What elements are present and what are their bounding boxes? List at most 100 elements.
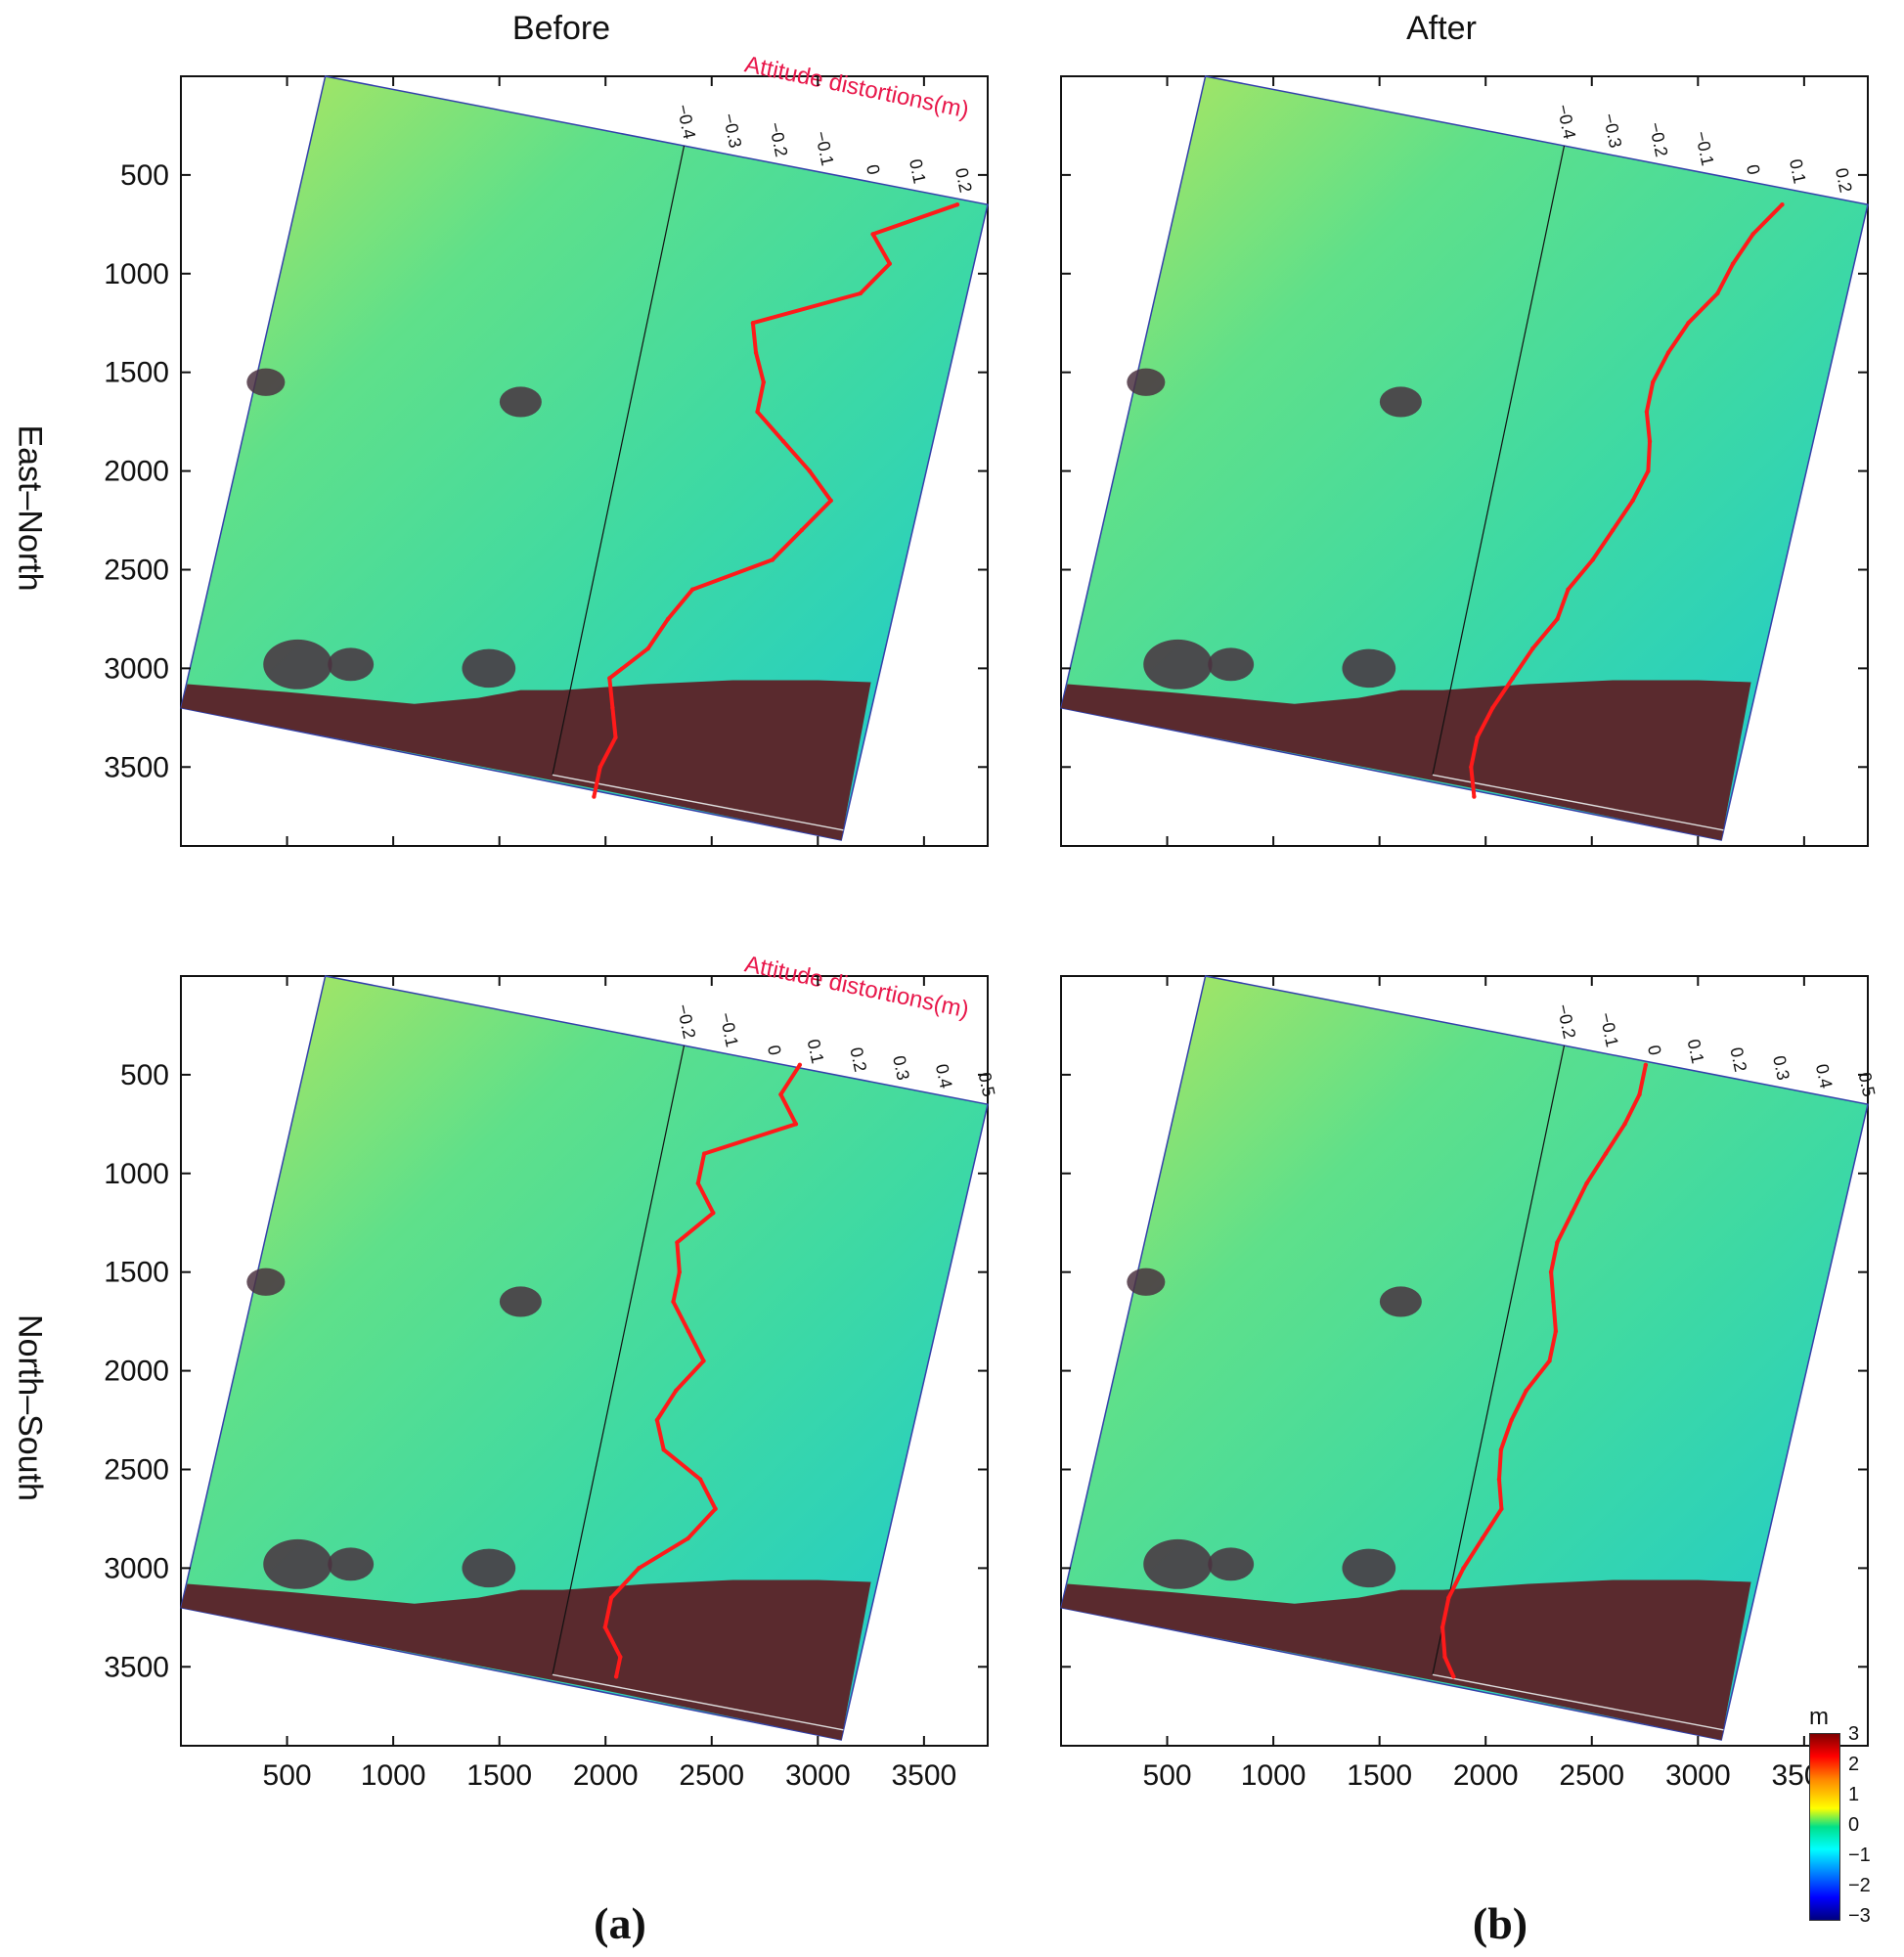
distortion-point — [1469, 765, 1474, 770]
x-tick-label: 3000 — [1665, 1759, 1731, 1792]
distortion-point — [778, 1091, 783, 1097]
overlay-tick-label: 0 — [764, 1044, 785, 1057]
x-tick-label: 3000 — [785, 1759, 851, 1792]
overlay-baseline — [1432, 145, 1566, 776]
distortion-point — [1610, 527, 1616, 533]
distortion-point — [697, 1477, 703, 1482]
dark-feature — [1342, 1548, 1396, 1588]
distortion-point — [665, 616, 671, 622]
column-title-after: After — [1406, 10, 1477, 47]
dark-feature — [263, 1538, 332, 1589]
distortion-curve — [602, 1063, 802, 1677]
distortion-point — [661, 1447, 666, 1452]
distortion-point — [1510, 676, 1516, 681]
panel-before-east-north: −0.4 −0.3 −0.2 −0.1 0 0.1 0.2 Attitude distorti… — [104, 51, 989, 929]
distortion-point — [828, 498, 833, 504]
panel-after-north-south: −0.2 −0.1 0 0.1 0.2 0.3 0.4 0.5 500 1000 1500 2000 2… — [997, 968, 1879, 1829]
distortion-point — [690, 587, 695, 592]
distortion-point — [1555, 1240, 1560, 1245]
distortion-point — [1603, 1151, 1609, 1156]
overlay-bottom-line — [552, 1673, 844, 1731]
y-tick-label: 1000 — [104, 258, 169, 290]
distortion-point — [1730, 261, 1736, 266]
distortion-point — [1451, 1674, 1456, 1679]
colorbar-tick: −2 — [1848, 1875, 1871, 1896]
distortion-point — [592, 794, 597, 799]
distortion-point — [701, 1358, 706, 1363]
dark-feature — [1208, 1547, 1255, 1581]
distortion-point — [1553, 1329, 1559, 1334]
dark-feature — [499, 1286, 542, 1317]
x-tick-label: 3500 — [891, 1759, 956, 1792]
distortion-point — [753, 350, 759, 355]
overlay-baseline — [1432, 1045, 1566, 1675]
distortion-point — [761, 379, 767, 384]
y-tick-label: 3000 — [104, 1552, 169, 1584]
distortion-point — [797, 1062, 803, 1068]
distortion-point — [613, 734, 618, 740]
dark-feature — [1143, 1538, 1213, 1589]
sublabel-b: (b) — [1472, 1898, 1528, 1948]
colorbar-tick: 3 — [1848, 1723, 1860, 1745]
distortion-point — [1750, 232, 1755, 237]
distortion-point — [780, 439, 786, 444]
colorbar-tick: 0 — [1848, 1814, 1860, 1836]
y-tick-label: 2500 — [104, 1453, 169, 1486]
distortion-point — [1442, 1654, 1447, 1660]
distortion-point — [610, 705, 615, 710]
x-tick-label: 1500 — [1347, 1759, 1412, 1792]
x-tick-label: 2500 — [1559, 1759, 1624, 1792]
distortion-point — [1555, 616, 1560, 622]
distortion-point — [1551, 1299, 1556, 1305]
distortion-point — [1630, 498, 1635, 504]
distortion-point — [598, 765, 602, 770]
dark-feature — [246, 368, 286, 396]
distortion-point — [1509, 1417, 1514, 1423]
heatmap-svg-1: −0.4 −0.3 −0.2 −0.10 0.1 0.2 — [1060, 75, 1869, 847]
dark-feature — [1143, 639, 1213, 689]
overlay-baseline — [552, 1045, 686, 1675]
distortion-point — [701, 1151, 707, 1156]
dark-feature — [246, 1268, 286, 1296]
panel-before-north-south: −0.2 −0.1 0 0.1 0.2 0.3 0.4 0.5 Attitude distort… — [104, 951, 998, 1829]
distortion-point — [1480, 1535, 1485, 1541]
x-tick-label: 2500 — [679, 1759, 744, 1792]
distortion-point — [686, 1329, 691, 1334]
panel-after-east-north: −0.4 −0.3 −0.2 −0.1 0 0.1 0.2 — [997, 68, 1869, 929]
distortion-point — [1439, 1624, 1445, 1630]
y-tick-label: 2500 — [104, 554, 169, 586]
distortion-point — [799, 527, 805, 533]
distortion-point — [1715, 290, 1720, 296]
dark-feature — [462, 648, 516, 689]
colorbar-tick: 2 — [1848, 1754, 1860, 1775]
water-region — [181, 680, 871, 840]
distortion-point — [1644, 409, 1650, 415]
colorbar-tick: 1 — [1848, 1784, 1860, 1805]
distortion-point — [618, 1654, 623, 1660]
dark-feature — [1342, 648, 1396, 689]
distortion-point — [1637, 1091, 1642, 1097]
y-tick-label: 3500 — [104, 1651, 169, 1683]
dark-feature — [499, 386, 542, 418]
water-region — [181, 1579, 871, 1740]
distortion-point — [602, 1624, 607, 1630]
distortion-point — [675, 1240, 680, 1245]
distortion-point — [1566, 587, 1571, 592]
overlay-bottom-line — [552, 774, 844, 831]
x-tick-label: 1000 — [361, 1759, 426, 1792]
dark-feature — [1208, 647, 1255, 682]
colorbar-tick: −3 — [1848, 1905, 1871, 1927]
overlay-tick-label: 0 — [1644, 1044, 1665, 1057]
distortion-point — [1646, 468, 1651, 473]
dark-feature — [462, 1548, 516, 1588]
distortion-point — [637, 1566, 642, 1571]
distortion-point — [793, 1122, 799, 1127]
colorbar-tick: −1 — [1848, 1845, 1871, 1866]
y-tick-label: 500 — [120, 159, 169, 192]
distortion-point — [1472, 794, 1477, 799]
distortion-point — [674, 1388, 679, 1393]
distortion-point — [1490, 705, 1495, 710]
distortion-point — [1446, 1595, 1451, 1600]
